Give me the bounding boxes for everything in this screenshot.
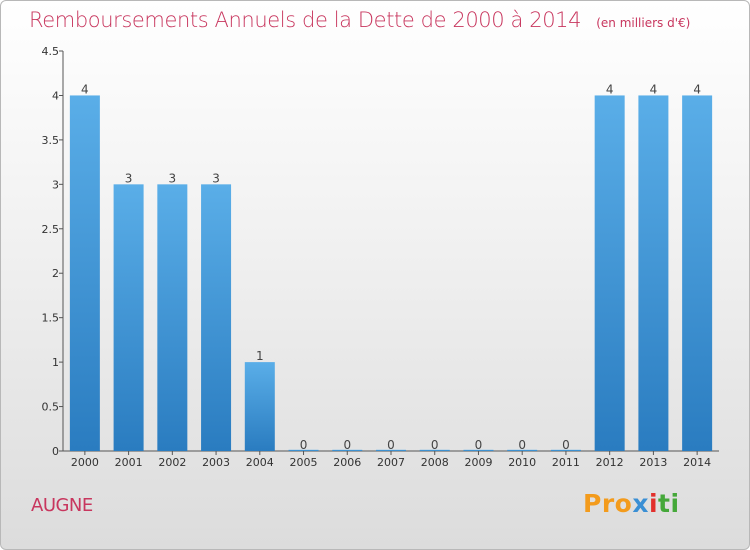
x-tick-label: 2003 bbox=[202, 456, 230, 469]
bar bbox=[463, 449, 494, 451]
data-label: 0 bbox=[300, 438, 308, 452]
chart-unit-note: (en milliers d'€) bbox=[596, 16, 691, 30]
data-label: 1 bbox=[256, 349, 264, 363]
bar bbox=[594, 95, 625, 451]
data-label: 0 bbox=[562, 438, 570, 452]
bar bbox=[376, 449, 406, 451]
x-tick-label: 2005 bbox=[290, 456, 318, 469]
x-tick-label: 2010 bbox=[508, 456, 536, 469]
bar bbox=[288, 449, 319, 451]
data-label: 3 bbox=[169, 171, 177, 185]
x-tick-label: 2009 bbox=[464, 456, 492, 469]
bar bbox=[332, 449, 363, 451]
x-tick-label: 2013 bbox=[639, 456, 667, 469]
y-tick-label: 4.5 bbox=[42, 45, 60, 58]
axes: 0 0.5 1 1.5 2 2.5 3 3.5 4 4.5 2000 2001 2002 2003 2004… bbox=[42, 45, 719, 469]
x-tick-label: 2000 bbox=[71, 456, 99, 469]
data-label: 0 bbox=[475, 438, 483, 452]
logo-part-2: x bbox=[632, 489, 649, 518]
x-tick-label: 2014 bbox=[683, 456, 711, 469]
place-name: AUGNE bbox=[31, 495, 93, 516]
data-label: 0 bbox=[431, 438, 439, 452]
chart-title: Remboursements Annuels de la Dette de 20… bbox=[29, 8, 690, 32]
logo-part-4: ti bbox=[658, 489, 680, 518]
y-tick-label: 1.5 bbox=[42, 312, 60, 325]
bar bbox=[157, 184, 188, 452]
x-tick-label: 2007 bbox=[377, 456, 405, 469]
x-tick-label: 2011 bbox=[552, 456, 580, 469]
bar bbox=[682, 95, 713, 451]
logo-part-1: Pro bbox=[583, 489, 633, 518]
data-label: 3 bbox=[125, 171, 133, 185]
y-tick-label: 3 bbox=[52, 178, 59, 191]
x-tick-label: 2008 bbox=[421, 456, 449, 469]
x-tick-label: 2004 bbox=[246, 456, 274, 469]
data-label: 4 bbox=[606, 82, 614, 96]
bar bbox=[113, 184, 144, 452]
data-labels: 4 3 3 3 1 0 0 0 0 0 0 0 4 4 4 bbox=[81, 82, 701, 452]
y-tick-label: 4 bbox=[52, 89, 59, 102]
data-label: 0 bbox=[343, 438, 351, 452]
bar bbox=[201, 184, 232, 452]
x-tick-label: 2012 bbox=[596, 456, 624, 469]
data-label: 4 bbox=[650, 82, 658, 96]
data-label: 3 bbox=[212, 171, 220, 185]
data-label: 4 bbox=[81, 82, 89, 96]
bar bbox=[550, 449, 581, 451]
logo-part-3: i bbox=[648, 489, 659, 518]
data-label: 0 bbox=[387, 438, 395, 452]
y-tick-label: 0.5 bbox=[42, 401, 60, 414]
x-tick-label: 2001 bbox=[115, 456, 143, 469]
y-tick-label: 2.5 bbox=[42, 223, 60, 236]
x-tick-label: 2006 bbox=[333, 456, 361, 469]
bar bbox=[69, 95, 100, 451]
y-tick-label: 3.5 bbox=[42, 134, 60, 147]
y-tick-label: 0 bbox=[52, 445, 59, 458]
y-tick-label: 1 bbox=[52, 356, 59, 369]
bars bbox=[69, 95, 713, 452]
x-tick-label: 2002 bbox=[158, 456, 186, 469]
bar bbox=[638, 95, 669, 451]
chart-title-text: Remboursements Annuels de la Dette de 20… bbox=[29, 8, 582, 32]
bar bbox=[244, 362, 275, 451]
y-tick-label: 2 bbox=[52, 267, 59, 280]
bar bbox=[507, 449, 538, 451]
data-label: 4 bbox=[693, 82, 701, 96]
proxiti-logo: Proxiti bbox=[583, 489, 680, 518]
data-label: 0 bbox=[518, 438, 526, 452]
bar bbox=[419, 449, 450, 451]
